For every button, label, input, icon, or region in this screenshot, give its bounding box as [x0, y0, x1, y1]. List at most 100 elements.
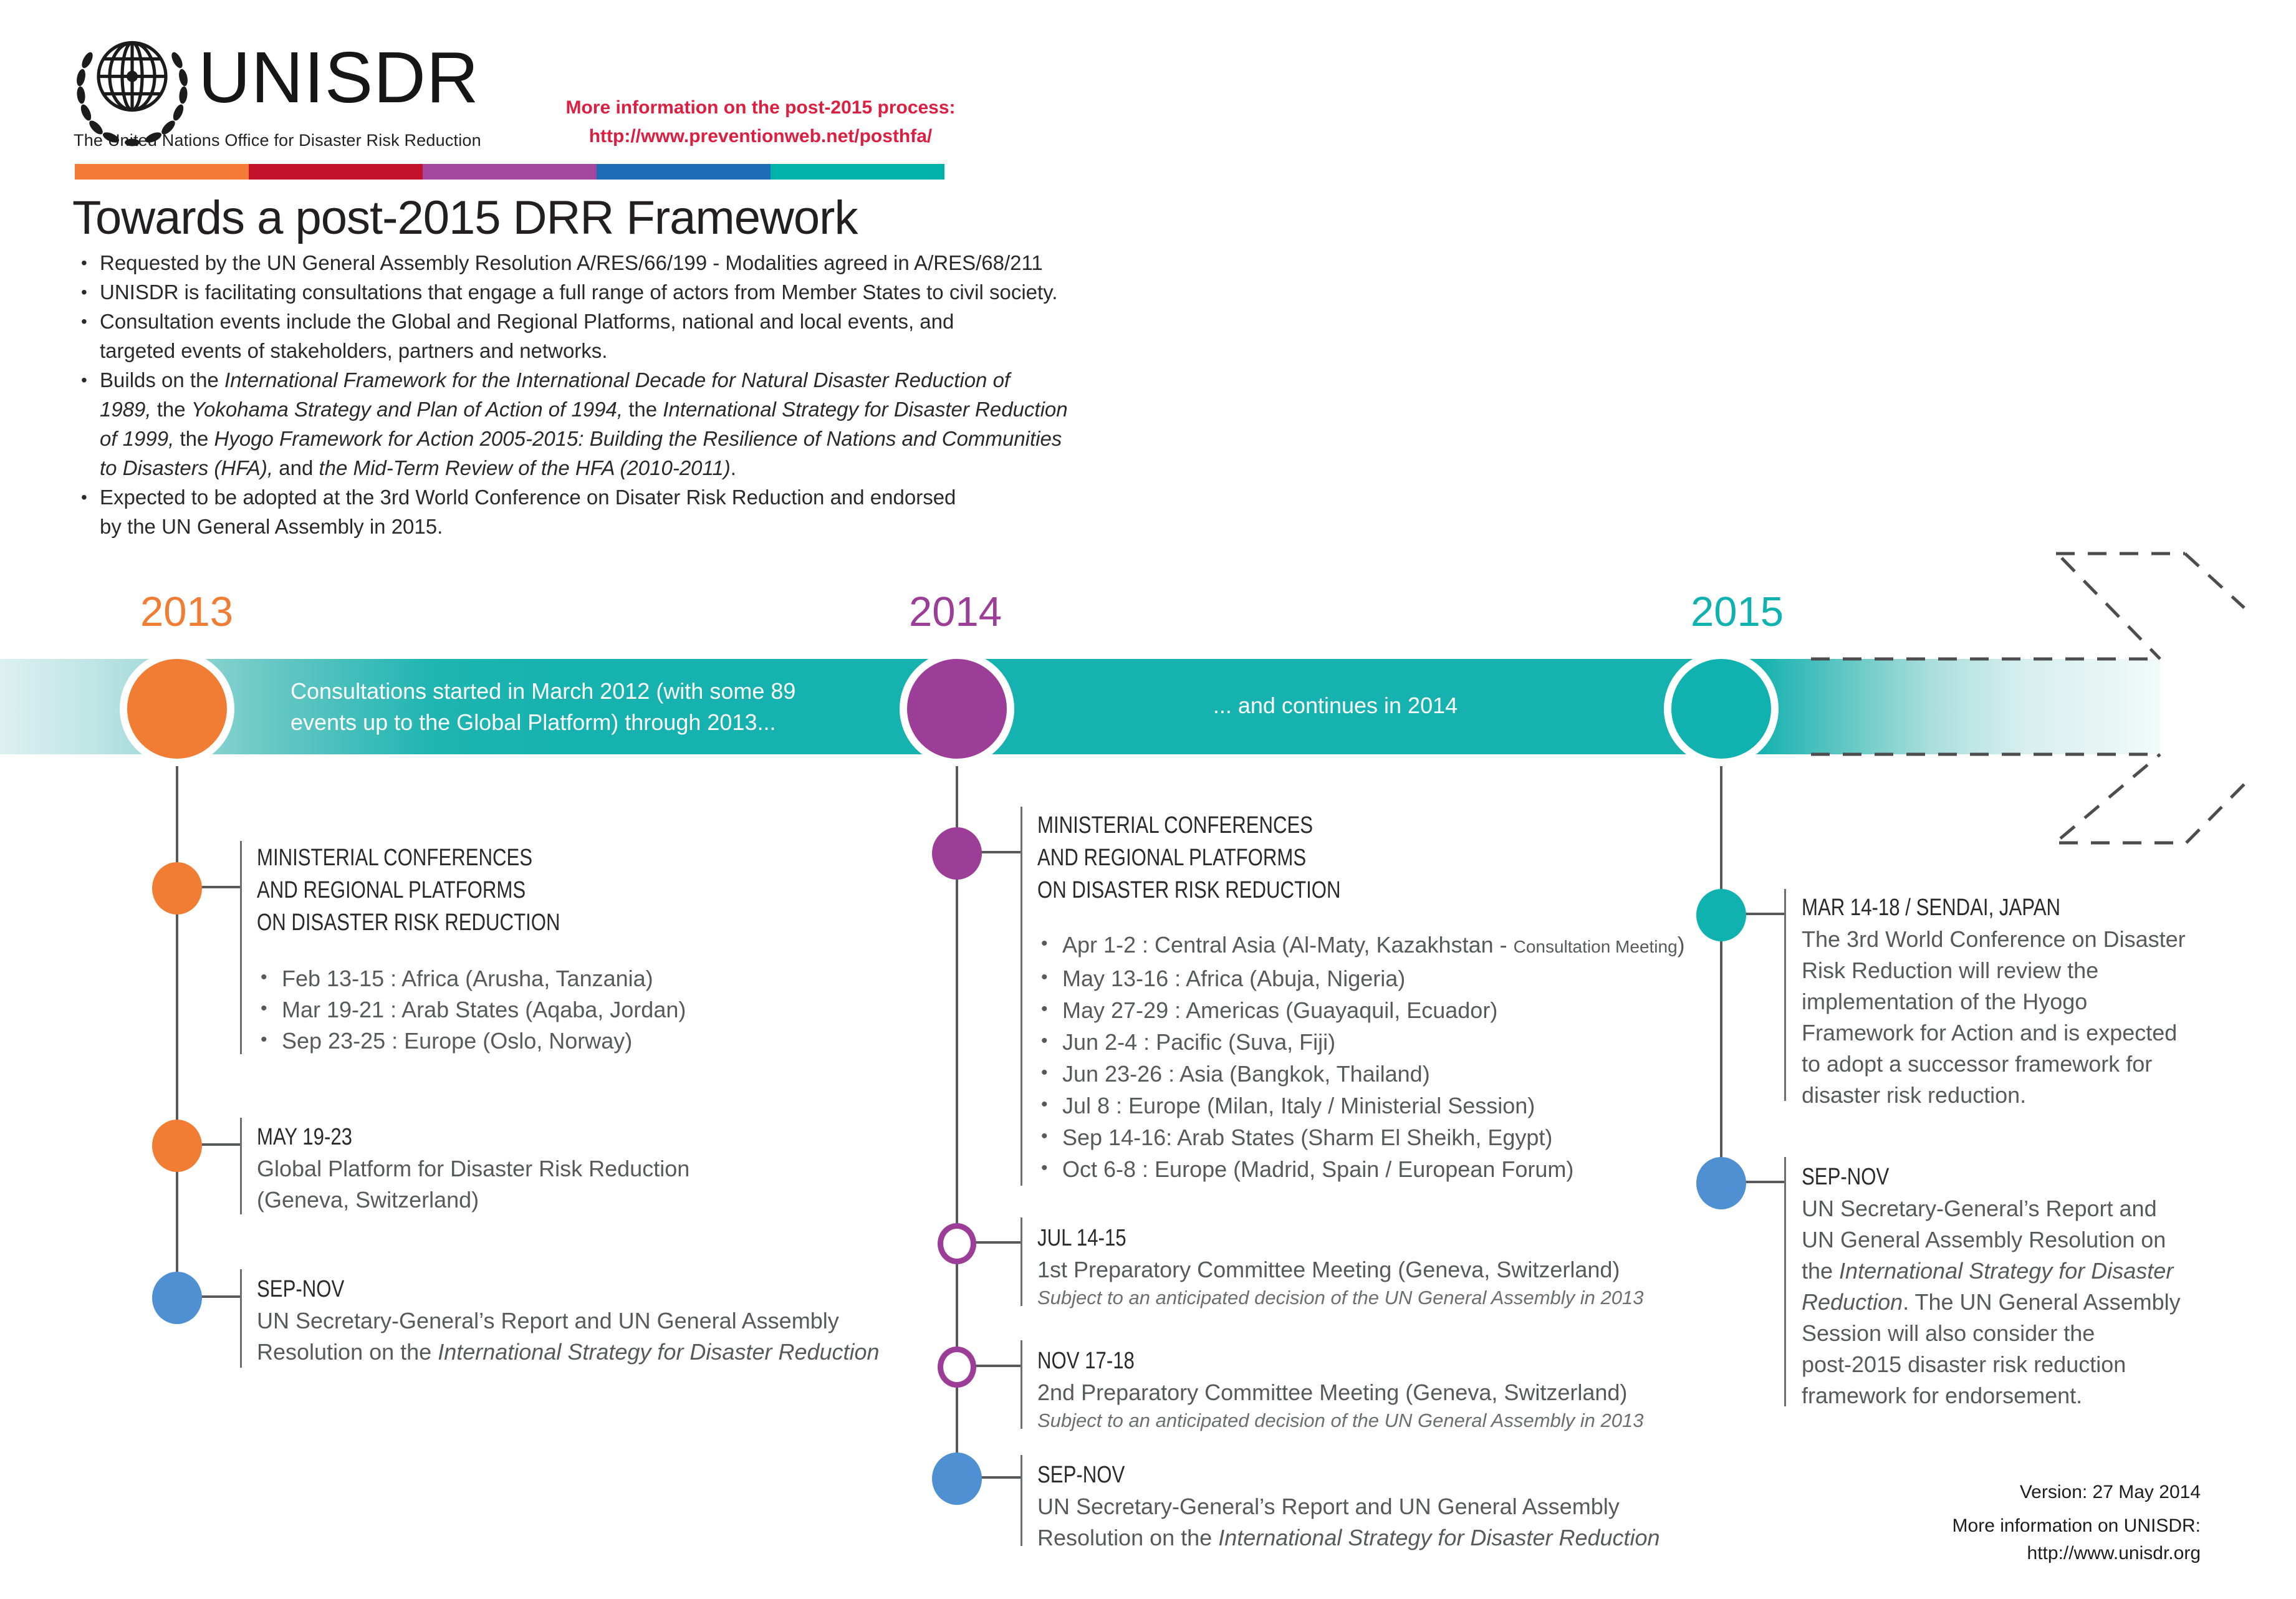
intro-bullet: • Expected to be adopted at the 3rd World…: [76, 483, 1136, 541]
bar-segment-teal: [771, 164, 944, 180]
un-emblem-icon: [70, 22, 195, 153]
event-node-2014-prepcom1: [938, 1223, 976, 1264]
bar-segment-red: [249, 164, 423, 180]
event-node-2013-gp: [152, 1120, 202, 1172]
bar-segment-purple: [423, 164, 597, 180]
event-body: 2nd Preparatory Committee Meeting (Genev…: [1037, 1380, 1628, 1405]
connector-line: [177, 1143, 241, 1146]
list-item: • Sep 23-25 : Europe (Oslo, Norway): [257, 1025, 686, 1057]
logo-subtitle: The United Nations Office for Disaster R…: [74, 131, 481, 150]
event-body: UN Secretary-General’s Report and UN Gen…: [1037, 1494, 1660, 1550]
timeline-spine-2014: [956, 766, 958, 1479]
event-body: Global Platform for Disaster Risk Reduct…: [257, 1156, 690, 1212]
bullet-icon: •: [1041, 1094, 1048, 1115]
event-title: MINISTERIAL CONFERENCES AND REGIONAL PLA…: [257, 845, 560, 936]
list-item: • Jul 8 : Europe (Milan, Italy / Minister…: [1037, 1090, 1685, 1121]
event-2013-sepnov: SEP-NOV UN Secretary-General’s Report an…: [257, 1273, 880, 1368]
intro-bullets: • Requested by the UN General Assembly Re…: [76, 248, 1136, 541]
event-2015-sendai: MAR 14-18 / SENDAI, JAPAN The 3rd World …: [1802, 891, 2238, 1111]
bullet-icon: •: [1041, 933, 1048, 954]
event-rule: [1021, 1217, 1022, 1306]
bar-segment-blue: [597, 164, 771, 180]
list-item: • Jun 23-26 : Asia (Bangkok, Thailand): [1037, 1058, 1685, 1090]
bullet-icon: •: [81, 312, 87, 331]
intro-bullet: • Builds on the International Framework f…: [76, 365, 1136, 483]
year-label-2014: 2014: [909, 588, 1002, 635]
logo-title: UNISDR: [198, 37, 479, 118]
list-item: • Jun 2-4 : Pacific (Suva, Fiji): [1037, 1026, 1685, 1058]
event-body: UN Secretary-General’s Report and UN Gen…: [1802, 1196, 2181, 1408]
event-2013-global-platform: MAY 19-23 Global Platform for Disaster R…: [257, 1121, 689, 1216]
event-2014-prepcom2: NOV 17-18 2nd Preparatory Committee Meet…: [1037, 1345, 1643, 1433]
event-title: MAY 19-23: [257, 1124, 353, 1150]
connector-line: [1721, 913, 1785, 915]
bullet-icon: •: [81, 370, 87, 390]
timeline-spine-2015: [1720, 766, 1722, 1183]
connector-line: [957, 1241, 1021, 1244]
event-2014-sepnov: SEP-NOV UN Secretary-General’s Report an…: [1037, 1459, 1660, 1553]
connector-line: [957, 851, 1021, 853]
connector-line: [957, 1365, 1021, 1367]
event-node-2014-regional: [932, 827, 982, 880]
page-title: Towards a post-2015 DRR Framework: [72, 191, 858, 244]
list-item: • Oct 6-8 : Europe (Madrid, Spain / Europ…: [1037, 1153, 1685, 1185]
timeline-band: [0, 659, 2160, 754]
event-node-2013-regional: [152, 862, 202, 915]
event-rule: [1021, 1340, 1022, 1429]
band-dot-2013: [120, 651, 234, 766]
event-title: SEP-NOV: [257, 1276, 345, 1302]
event-rule: [240, 1118, 242, 1214]
bullet-icon: •: [81, 253, 87, 272]
event-rule: [1784, 1157, 1786, 1406]
event-body: UN Secretary-General’s Report and UN Gen…: [257, 1308, 880, 1365]
event-body: 1st Preparatory Committee Meeting (Genev…: [1037, 1257, 1620, 1282]
connector-line: [177, 1295, 241, 1298]
connector-line: [177, 886, 241, 888]
event-rule: [1021, 807, 1022, 1186]
event-rule: [1021, 1455, 1022, 1546]
list-item: • Apr 1-2 : Central Asia (Al-Maty, Kazakh…: [1037, 929, 1685, 963]
footer-more-label: More information on UNISDR:: [1952, 1515, 2201, 1536]
band-text-2013: Consultations started in March 2012 (wit…: [291, 678, 796, 735]
event-rule: [1784, 889, 1786, 1101]
event-node-2014-sepnov: [932, 1453, 982, 1505]
brand-color-bar: [75, 164, 944, 180]
intro-bullet: • UNISDR is facilitating consultations th…: [76, 277, 1136, 307]
footer: Version: 27 May 2014 More information on…: [1953, 1479, 2201, 1567]
event-rule: [240, 1269, 242, 1368]
event-title: MINISTERIAL CONFERENCES AND REGIONAL PLA…: [1037, 812, 1341, 903]
band-dot-2014: [900, 651, 1014, 766]
connector-line: [957, 1476, 1021, 1479]
list-item: • Feb 13-15 : Africa (Arusha, Tanzania): [257, 963, 686, 994]
post2015-info-link[interactable]: http://www.preventionweb.net/posthfa/: [588, 126, 933, 146]
event-title: MAR 14-18 / SENDAI, JAPAN: [1802, 895, 2061, 921]
version-label: Version: 27 May 2014: [2019, 1482, 2201, 1502]
event-2013-regional-list: • Feb 13-15 : Africa (Arusha, Tanzania) •…: [257, 963, 686, 1057]
bullet-icon: •: [261, 1029, 267, 1050]
intro-bullet: • Consultation events include the Global …: [76, 307, 1136, 365]
bullet-icon: •: [1041, 1030, 1048, 1051]
event-2013-regional-platforms: MINISTERIAL CONFERENCES AND REGIONAL PLA…: [257, 842, 627, 939]
year-label-2015: 2015: [1691, 588, 1784, 635]
event-2014-regional-list: • Apr 1-2 : Central Asia (Al-Maty, Kazakh…: [1037, 929, 1685, 1185]
connector-line: [1721, 1181, 1785, 1183]
event-title: SEP-NOV: [1037, 1462, 1125, 1488]
event-body: The 3rd World Conference on Disaster Ris…: [1802, 926, 2186, 1108]
event-2014-regional-platforms: MINISTERIAL CONFERENCES AND REGIONAL PLA…: [1037, 809, 1407, 906]
intro-bullet: • Requested by the UN General Assembly Re…: [76, 248, 1136, 277]
event-node-2015-sendai: [1696, 889, 1746, 941]
event-2014-prepcom1: JUL 14-15 1st Preparatory Committee Meet…: [1037, 1222, 1643, 1310]
year-label-2013: 2013: [140, 588, 234, 635]
timeline-spine-2013: [176, 766, 178, 1298]
bar-segment-orange: [75, 164, 249, 180]
bullet-icon: •: [261, 998, 267, 1019]
event-rule: [240, 841, 242, 1054]
band-dot-2015: [1664, 651, 1779, 766]
bullet-icon: •: [81, 487, 87, 507]
bullet-icon: •: [1041, 1158, 1048, 1178]
bullet-icon: •: [1041, 1062, 1048, 1083]
event-note: Subject to an anticipated decision of th…: [1037, 1409, 1644, 1431]
footer-more-link[interactable]: http://www.unisdr.org: [2027, 1543, 2201, 1563]
event-title: SEP-NOV: [1802, 1164, 1890, 1190]
